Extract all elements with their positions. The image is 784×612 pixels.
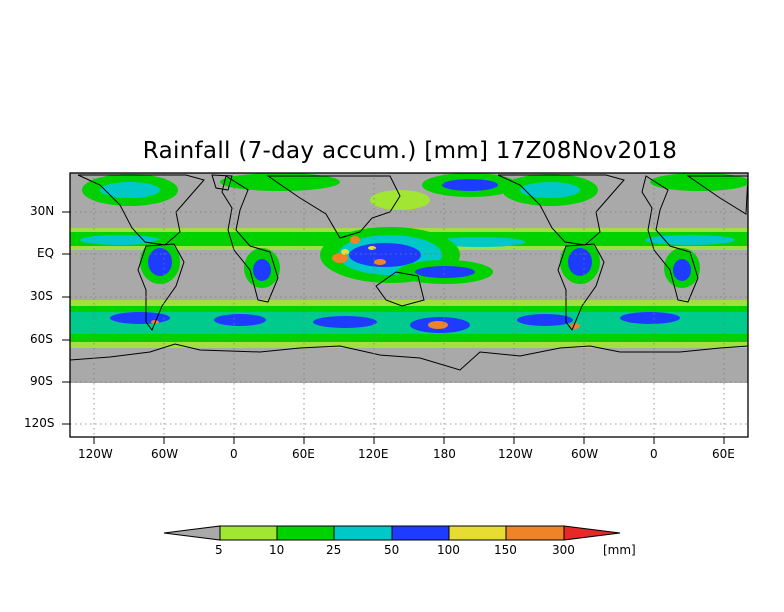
legend-label-25: 25 xyxy=(326,543,342,557)
coastline-australia xyxy=(375,271,425,307)
x-tick-label: 120E xyxy=(358,447,389,461)
colorbar-segment-below-5 xyxy=(163,525,221,541)
colorbar-segment-10-25 xyxy=(276,525,335,541)
legend-label-300: 300 xyxy=(552,543,575,557)
coastline-south-america-2 xyxy=(557,243,605,331)
coastline-south-america xyxy=(137,243,185,331)
coastline-greenland xyxy=(211,174,233,191)
coastline-asia xyxy=(266,175,401,239)
y-tick-label-30s: 30S xyxy=(30,289,53,303)
y-tick-label-eq: EQ xyxy=(37,246,55,260)
y-tick-label-120s: 120S xyxy=(24,416,55,430)
colorbar-segment-50-100 xyxy=(391,525,450,541)
plot-frame xyxy=(69,172,749,438)
x-tick-label: 60E xyxy=(292,447,315,461)
x-tick-label: 120W xyxy=(78,447,113,461)
gridlines xyxy=(70,173,748,437)
legend-label-150: 150 xyxy=(494,543,517,557)
x-tick-label: 60W xyxy=(151,447,179,461)
y-tick-label-60s: 60S xyxy=(30,332,53,346)
colorbar-segment-100-150 xyxy=(448,525,507,541)
coastline-antarctica xyxy=(70,343,748,371)
colorbar-segment-25-50 xyxy=(333,525,393,541)
colorbar-segment-150-300 xyxy=(505,525,565,541)
coastline-north-america-2 xyxy=(497,174,625,246)
color-bar xyxy=(163,525,621,541)
x-tick-label: 60W xyxy=(571,447,599,461)
colorbar-segment-5-10 xyxy=(219,525,278,541)
x-tick-label: 0 xyxy=(650,447,658,461)
x-tick-label: 180 xyxy=(433,447,456,461)
legend-unit: [mm] xyxy=(603,543,636,557)
map-title: Rainfall (7-day accum.) [mm] 17Z08Nov201… xyxy=(142,138,678,164)
coastline-north-america xyxy=(77,174,205,246)
colorbar-segment-above-300 xyxy=(563,525,621,541)
coastlines xyxy=(70,174,748,371)
rain-warm-pool-heavy xyxy=(349,243,421,267)
coastline-europe-africa-2 xyxy=(641,175,699,303)
x-tick-label: 120W xyxy=(498,447,533,461)
legend-label-50: 50 xyxy=(384,543,400,557)
y-tick-label-90s: 90S xyxy=(30,374,53,388)
x-tick-label: 0 xyxy=(230,447,238,461)
y-tick-label-30n: 30N xyxy=(30,204,55,218)
coastline-asia-2 xyxy=(686,175,748,215)
coastline-europe-africa xyxy=(221,175,279,303)
tick-marks xyxy=(62,211,725,444)
legend-label-5: 5 xyxy=(215,543,223,557)
x-tick-label: 60E xyxy=(712,447,735,461)
legend-label-10: 10 xyxy=(269,543,285,557)
legend-label-100: 100 xyxy=(437,543,460,557)
